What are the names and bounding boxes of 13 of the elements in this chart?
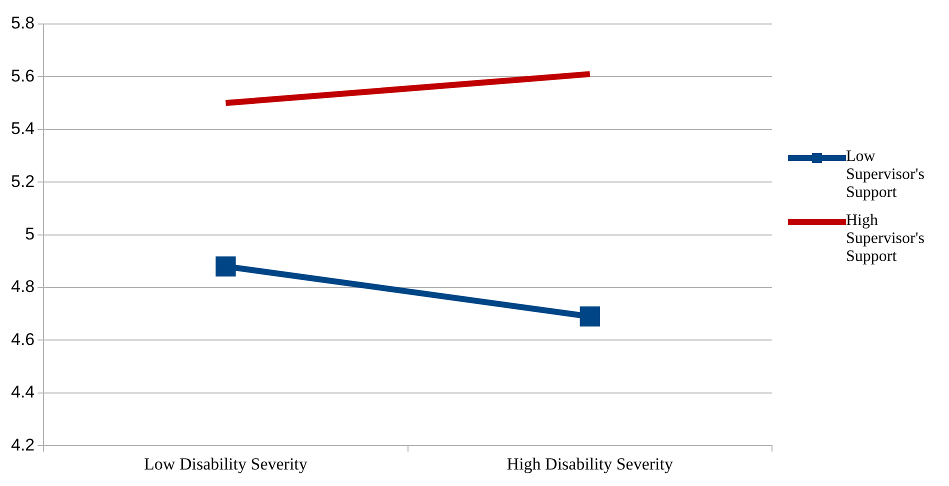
x-tick-label: Low Disability Severity — [144, 454, 308, 474]
y-tick-label: 4.6 — [10, 330, 35, 349]
legend-label: Low Supervisor's Support — [846, 148, 926, 202]
legend-label: High Supervisor's Support — [846, 212, 926, 266]
y-tick-label: 4.4 — [10, 382, 35, 402]
y-tick-label: 5.2 — [10, 172, 35, 191]
x-tick-label: High Disability Severity — [506, 454, 674, 474]
y-tick-label: 4.2 — [10, 435, 35, 454]
y-tick-label: 5.6 — [10, 66, 35, 86]
y-tick-label: 5.4 — [10, 119, 35, 138]
y-tick-label: 5.8 — [10, 14, 35, 33]
y-tick-label: 4.8 — [10, 277, 35, 296]
y-tick-label: 5 — [25, 224, 35, 244]
